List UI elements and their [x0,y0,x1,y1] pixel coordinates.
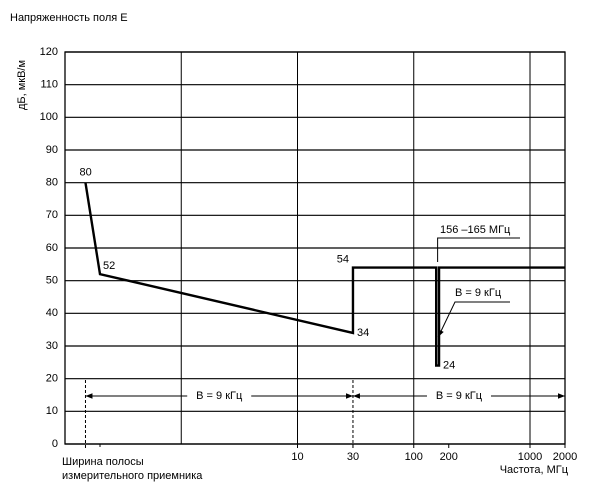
annotation: B = 9 кГц [196,390,243,402]
y-tick-label: 100 [40,111,58,123]
line [84,182,565,367]
plot-frame [64,51,566,445]
y-tick-label: 50 [46,275,58,287]
y-tick-label: 40 [46,307,58,319]
x-note: Ширина полосы измерительного приемника [62,456,203,482]
data-label: 24 [443,360,455,372]
leader [437,237,520,262]
label-bg [187,389,252,403]
y-tick-label: 20 [46,373,58,385]
x-tick-label: 10 [291,451,303,463]
chart-title: Напряженность поля E [10,12,128,24]
data-label: 80 [79,167,91,179]
annotation: 156 –165 МГц [440,224,511,236]
x-tick-label: 2000 [553,451,577,463]
data-label: 34 [357,327,369,339]
leader [437,301,510,338]
label-bg [426,389,491,403]
y-tick-label: 110 [40,79,58,91]
annotation: B = 9 кГц [455,287,502,299]
y-tick-label: 90 [46,144,58,156]
x-tick-label: 1000 [518,451,542,463]
annotation: B = 9 кГц [436,390,483,402]
y-tick-label: 120 [40,46,58,58]
y-axis-label: дБ, мкВ/м [16,60,28,110]
data-label: 54 [337,254,349,266]
y-tick-label: 80 [46,177,58,189]
y-tick-label: 10 [46,405,58,417]
data-label: 52 [103,260,115,272]
x-tick-label: 30 [347,451,359,463]
x-axis-label: Частота, МГц [500,464,569,476]
y-tick-label: 0 [52,438,58,450]
y-tick-label: 60 [46,242,58,254]
y-tick-label: 70 [46,209,58,221]
x-tick-label: 200 [440,451,458,463]
x-tick-label: 100 [405,451,423,463]
y-tick-label: 30 [46,340,58,352]
